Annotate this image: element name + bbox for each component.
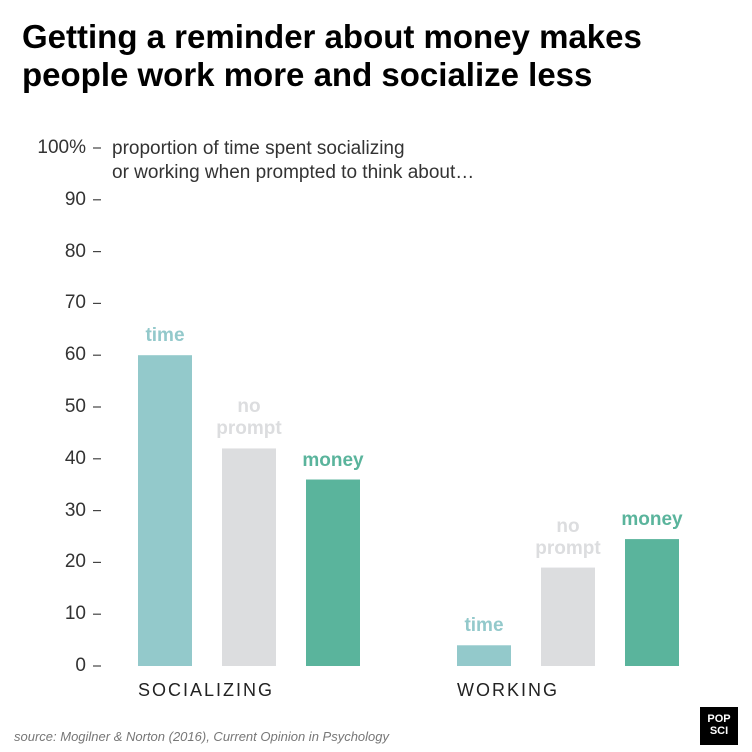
bar-label: time bbox=[464, 615, 504, 637]
y-tick-label: 50 bbox=[64, 396, 86, 417]
bar-label: no prompt bbox=[216, 396, 282, 440]
y-tick-label: 30 bbox=[64, 499, 86, 521]
y-tick-label: 100% bbox=[37, 137, 86, 158]
bar bbox=[138, 355, 192, 666]
bar-label: money bbox=[302, 449, 364, 471]
bar bbox=[625, 539, 679, 666]
bar bbox=[457, 645, 511, 666]
y-tick-label: 0 bbox=[75, 655, 86, 676]
x-tick-label: SOCIALIZING bbox=[138, 680, 275, 700]
y-tick-label: 60 bbox=[64, 344, 86, 366]
bar-label: money bbox=[621, 509, 683, 531]
source: source: Mogilner & Norton (2016), Curren… bbox=[14, 729, 390, 744]
logo: POP SCI bbox=[700, 707, 738, 745]
x-tick-label: WORKING bbox=[457, 680, 559, 700]
bar-label: no prompt bbox=[535, 515, 601, 559]
bar bbox=[541, 567, 595, 666]
chart-title: Getting a reminder about money makes peo… bbox=[22, 18, 642, 93]
y-tick-label: 40 bbox=[64, 447, 86, 469]
y-tick-label: 90 bbox=[64, 188, 86, 210]
bar bbox=[222, 448, 276, 666]
y-axis-label: proportion of time spent socializing or … bbox=[112, 138, 475, 183]
y-tick-label: 80 bbox=[64, 240, 86, 262]
bar-label: time bbox=[145, 325, 185, 347]
y-tick-label: 20 bbox=[64, 551, 86, 573]
y-tick-label: 70 bbox=[64, 292, 86, 314]
y-tick-label: 10 bbox=[64, 603, 86, 625]
bar bbox=[306, 479, 360, 666]
